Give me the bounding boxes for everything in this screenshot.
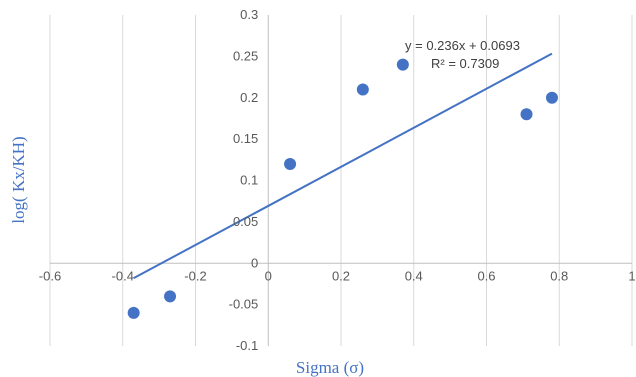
y-tick-label: 0.3 [240,7,258,22]
x-tick-label: -0.6 [39,268,61,283]
y-axis-title: log( Kx/KH) [9,136,28,223]
data-point [164,290,177,303]
data-point [545,91,558,104]
x-tick-label: 0.8 [550,268,568,283]
trendline-group [133,52,553,280]
gridlines [49,15,633,346]
y-tick-label: -0.05 [229,297,259,312]
trendline [133,52,553,280]
tick-labels: -0.6 -0.4 -0.2 0 0.2 0.4 0.6 0.8 1 -0.1 -0.05 0 0.05… [39,7,636,353]
x-tick-label: 0 [265,268,272,283]
x-axis-title: Sigma (σ) [296,358,364,377]
data-point [396,58,409,71]
x-tick-label: 0.6 [477,268,495,283]
trendline-equation: y = 0.236x + 0.0693 [405,38,520,53]
y-tick-label: 0.25 [233,48,258,63]
x-tick-label: -0.4 [112,268,134,283]
y-tick-label: 0.05 [233,214,258,229]
x-tick-label: 1 [628,268,635,283]
data-point [520,108,533,121]
data-point [127,306,140,319]
y-tick-label: 0.15 [233,131,258,146]
axes [50,15,632,346]
r-squared-label: R² = 0.7309 [431,56,499,71]
x-tick-label: 0.4 [405,268,423,283]
y-tick-label: 0 [251,255,258,270]
data-point [356,83,369,96]
x-tick-label: -0.2 [184,268,206,283]
data-points [127,58,558,319]
y-tick-label: -0.1 [236,338,258,353]
y-tick-label: 0.2 [240,90,258,105]
data-point [284,157,297,170]
x-tick-label: 0.2 [332,268,350,283]
y-tick-label: 0.1 [240,173,258,188]
